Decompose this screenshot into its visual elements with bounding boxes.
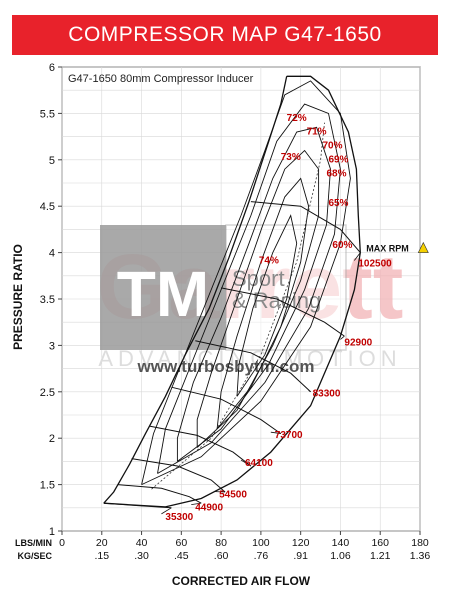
efficiency-label: 60%	[332, 240, 352, 251]
x-row-label-kgsec: KG/SEC	[17, 551, 52, 561]
speed-label: 64100	[245, 458, 273, 469]
speed-line	[250, 201, 361, 253]
x-tick-label-kgsec: 1.06	[330, 550, 351, 562]
y-tick-label: 3	[49, 340, 55, 352]
efficiency-label: 72%	[287, 113, 307, 124]
x-tick-label-kgsec: 1.36	[410, 550, 431, 562]
efficiency-contour	[196, 149, 320, 448]
efficiency-label: 65%	[328, 198, 348, 209]
speed-label: 44900	[195, 503, 223, 514]
max-rpm-label: MAX RPM	[366, 244, 409, 254]
speed-line	[131, 458, 226, 493]
y-tick-label: 1.5	[40, 480, 55, 492]
y-tick-label: 4.5	[40, 201, 55, 213]
x-tick-label-kgsec: .15	[94, 550, 109, 562]
x-row-label-lbsmin: LBS/MIN	[15, 538, 52, 548]
speed-line	[149, 425, 252, 467]
x-tick-label-kgsec: .60	[214, 550, 229, 562]
speed-label: 54500	[219, 490, 247, 501]
peak-efficiency-path	[151, 122, 325, 490]
speed-line-leader	[354, 252, 361, 261]
x-tick-label: 60	[175, 537, 187, 549]
x-tick-label-kgsec: .30	[134, 550, 149, 562]
speed-line-leader	[161, 507, 172, 515]
title-banner: COMPRESSOR MAP G47-1650	[12, 15, 438, 55]
y-tick-label: 1	[49, 526, 55, 538]
y-tick-label: 2.5	[40, 387, 55, 399]
chart-subtitle: G47-1650 80mm Compressor Inducer	[68, 73, 254, 85]
efficiency-contour	[157, 103, 341, 474]
x-tick-label-kgsec: 1.21	[370, 550, 391, 562]
x-tick-label: 20	[96, 537, 108, 549]
x-tick-label: 140	[332, 537, 350, 549]
speed-label: 92900	[344, 337, 372, 348]
y-tick-label: 2	[49, 433, 55, 445]
speed-line	[117, 484, 202, 504]
efficiency-contour	[141, 80, 351, 486]
x-axis-label: CORRECTED AIR FLOW	[171, 574, 311, 588]
efficiency-label: 71%	[307, 127, 327, 138]
efficiency-label: 73%	[281, 152, 301, 163]
choke-line	[103, 75, 361, 508]
efficiency-label: 68%	[326, 169, 346, 180]
speed-line	[195, 340, 311, 393]
efficiency-label: 74%	[259, 256, 279, 267]
speed-label: 73700	[275, 430, 303, 441]
speed-line-leader	[240, 459, 252, 467]
y-tick-label: 6	[49, 62, 55, 74]
speed-line	[171, 386, 282, 435]
x-tick-label: 180	[411, 537, 429, 549]
efficiency-contour	[216, 177, 310, 430]
speed-line-leader	[270, 431, 281, 434]
x-tick-label-kgsec: .91	[293, 550, 308, 562]
y-tick-label: 5.5	[40, 108, 55, 120]
x-tick-label: 100	[252, 537, 270, 549]
y-tick-label: 5	[49, 155, 55, 167]
x-tick-label-kgsec: .45	[174, 550, 189, 562]
surge-line	[103, 76, 288, 504]
speed-line-leader	[340, 335, 345, 340]
speed-line-leader	[308, 390, 311, 393]
watermark-url: www.turbosbytm.com	[137, 357, 315, 376]
x-tick-label: 0	[59, 537, 65, 549]
speed-label: 35300	[165, 512, 193, 523]
speed-line	[103, 502, 172, 509]
chart-title: COMPRESSOR MAP G47-1650	[68, 23, 382, 46]
x-tick-label: 40	[136, 537, 148, 549]
speed-line	[221, 287, 345, 337]
speed-label: 83300	[313, 388, 341, 399]
x-tick-label-kgsec: .76	[254, 550, 269, 562]
efficiency-label: 69%	[328, 155, 348, 166]
efficiency-contour	[236, 214, 298, 397]
efficiency-contour	[176, 126, 331, 462]
x-tick-label: 80	[215, 537, 227, 549]
watermark-box-right-line2: & Racing	[232, 288, 321, 313]
x-tick-label: 120	[292, 537, 310, 549]
y-tick-label: 3.5	[40, 294, 55, 306]
watermark-box-left-text: TM	[117, 258, 209, 330]
efficiency-label: 70%	[322, 141, 342, 152]
y-tick-label: 4	[49, 248, 55, 260]
x-tick-label: 160	[371, 537, 389, 549]
speed-line-leader	[191, 502, 202, 505]
warning-icon	[417, 241, 429, 253]
speed-label: 102500	[358, 259, 392, 270]
